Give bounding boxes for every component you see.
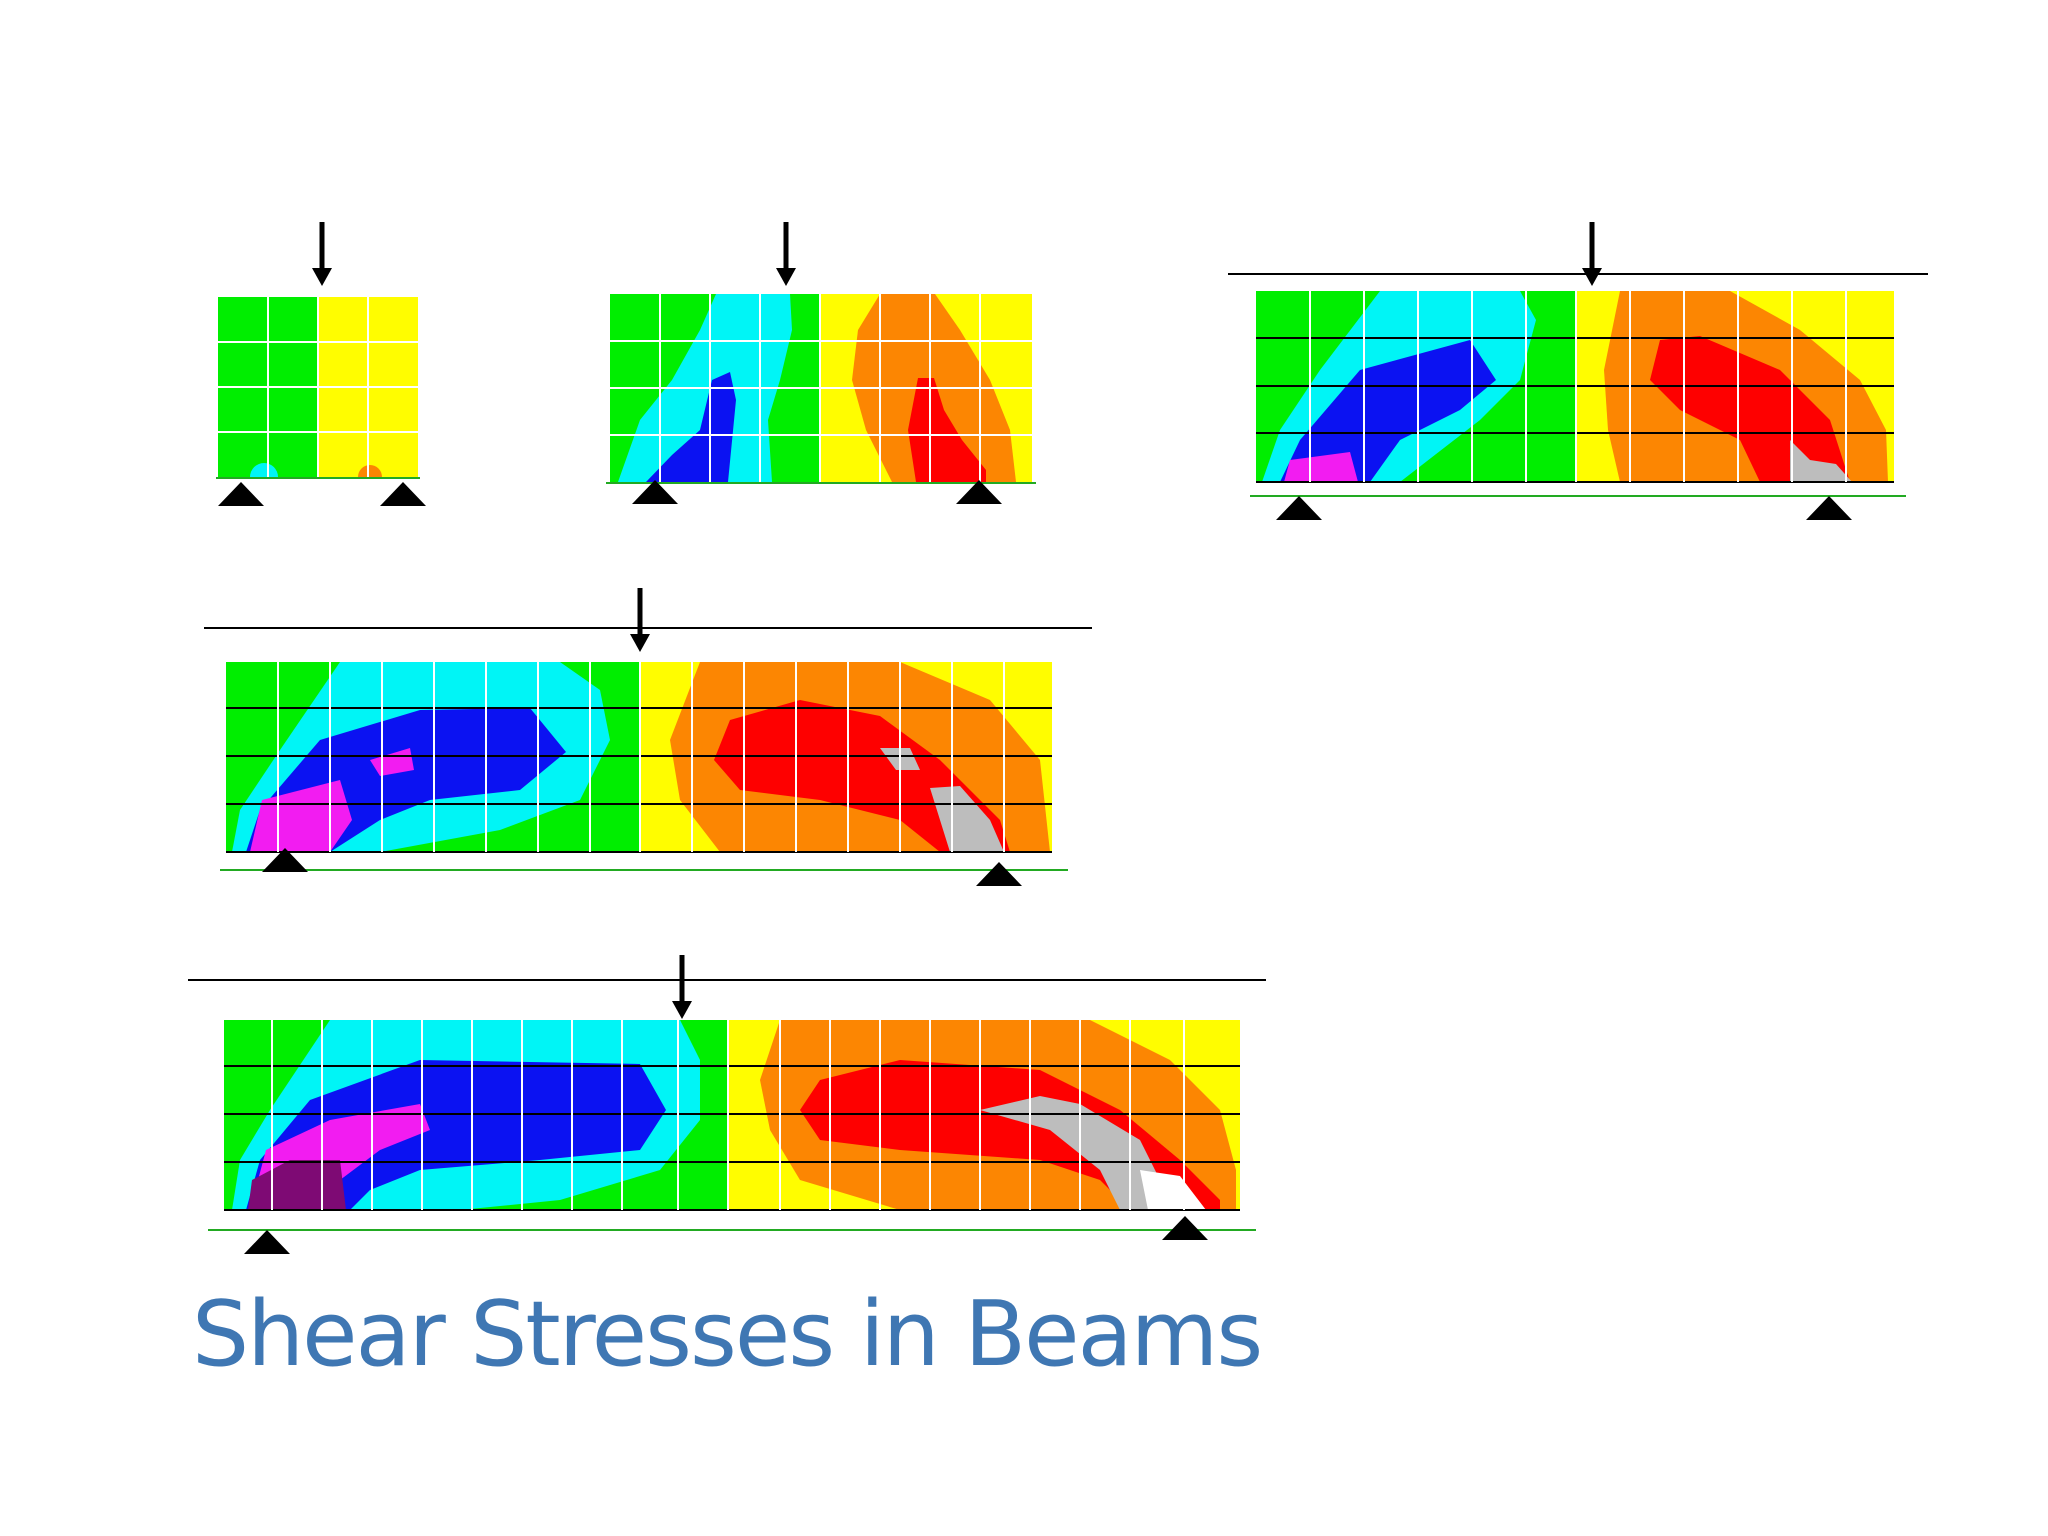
support-triangle-icon (632, 480, 678, 504)
support-triangle-icon (1806, 496, 1852, 520)
beam-3 (1228, 222, 1928, 520)
beam-4 (204, 588, 1092, 886)
support-triangle-icon (976, 862, 1022, 886)
beam-4-mesh-v (277, 662, 1005, 852)
beam-2-mesh (610, 294, 1032, 482)
support-triangle-icon (244, 1230, 290, 1254)
beam-1 (216, 222, 426, 506)
support-triangle-icon (1162, 1216, 1208, 1240)
beam-2 (606, 222, 1036, 504)
support-triangle-icon (1276, 496, 1322, 520)
support-triangle-icon (956, 480, 1002, 504)
support-triangle-icon (262, 848, 308, 872)
support-triangle-icon (380, 482, 426, 506)
beam-3-mesh-v (1309, 291, 1847, 482)
beam-5-mesh-v (271, 1020, 1185, 1210)
slide-title: Shear Stresses in Beams (192, 1282, 1263, 1387)
beam-1-mesh (218, 297, 418, 477)
support-triangle-icon (218, 482, 264, 506)
beam-5 (188, 955, 1266, 1254)
beam-5-mesh-h (224, 1065, 1240, 1211)
